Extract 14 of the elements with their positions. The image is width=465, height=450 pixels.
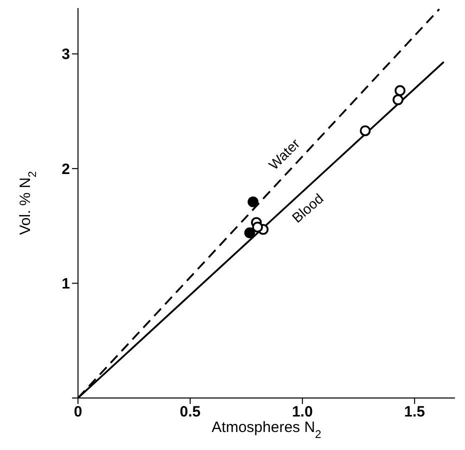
x-tick-label: 1.0 (292, 404, 313, 421)
point (360, 125, 371, 136)
point (392, 94, 404, 106)
y-tick-label: 1 (62, 276, 70, 293)
point (244, 227, 256, 238)
y-tick-label: 3 (62, 46, 70, 64)
point (252, 222, 263, 232)
x-tick-label: 1.5 (404, 404, 426, 421)
x-tick-label: 0.5 (180, 404, 201, 421)
y-tick-label: 2 (62, 160, 70, 178)
point (394, 85, 406, 96)
x-axis-title: Atmospheres N$_{2}$ (212, 419, 322, 441)
point (248, 196, 258, 208)
x-tick-label: 0 (74, 404, 82, 421)
